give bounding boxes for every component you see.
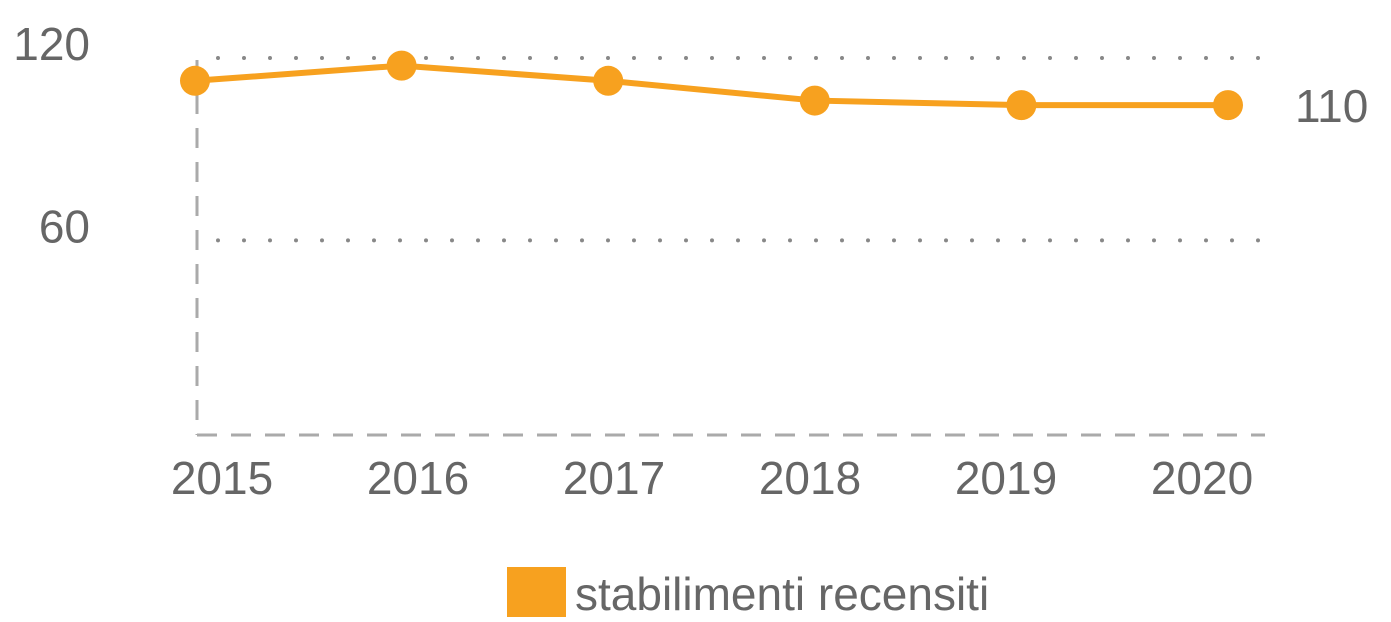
- legend-swatch: [507, 567, 566, 617]
- x-tick-label: 2019: [955, 452, 1057, 504]
- legend-label: stabilimenti recensiti: [575, 568, 989, 620]
- point: [1213, 90, 1243, 121]
- point: [1006, 90, 1037, 121]
- annotation: 110: [1295, 80, 1368, 132]
- x-tick-label: 2016: [367, 452, 469, 504]
- x-tick-label: 2015: [171, 452, 273, 504]
- line: [194, 62, 1228, 109]
- point: [386, 50, 417, 81]
- y-tick-label: 60: [39, 201, 90, 253]
- point: [180, 65, 210, 96]
- point: [799, 85, 830, 116]
- point: [593, 65, 624, 96]
- x-tick-label: 2020: [1151, 452, 1253, 504]
- x-tick-label: 2018: [759, 452, 861, 504]
- x-tick-label: 2017: [563, 452, 665, 504]
- y-tick-label: 120: [13, 18, 90, 70]
